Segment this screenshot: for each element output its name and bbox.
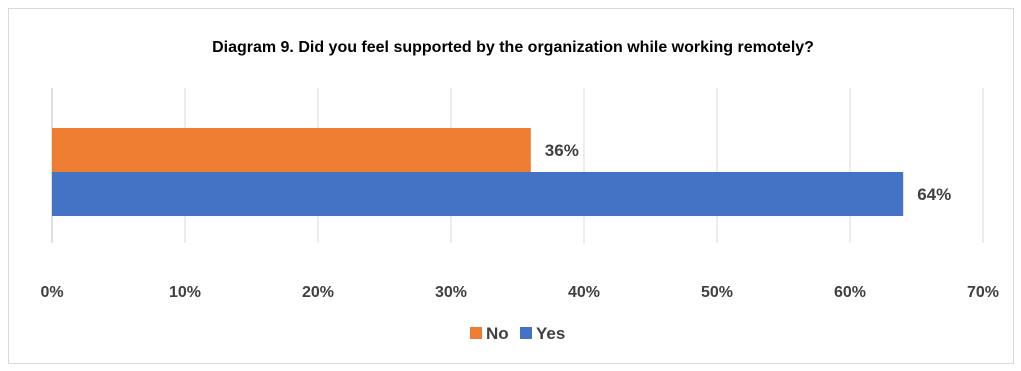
data-label-yes: 64%: [917, 185, 951, 204]
x-tick-label: 30%: [435, 284, 467, 301]
x-tick-label: 70%: [967, 284, 999, 301]
x-tick-label: 20%: [302, 284, 334, 301]
data-label-no: 36%: [545, 141, 579, 160]
x-axis-tick-labels: 0% 10% 20% 30% 40% 50% 60% 70%: [40, 284, 999, 301]
legend-swatch-no: [470, 327, 482, 339]
bars: [52, 128, 904, 216]
x-tick-label: 40%: [568, 284, 600, 301]
bar-no: [52, 128, 531, 172]
gridlines: [184, 88, 984, 243]
x-tick-label: 60%: [834, 284, 866, 301]
x-tick-label: 10%: [169, 284, 201, 301]
legend-label-yes: Yes: [536, 324, 565, 343]
legend: No Yes: [470, 324, 565, 343]
x-tick-label: 0%: [40, 284, 63, 301]
bar-yes: [52, 172, 904, 216]
legend-swatch-yes: [520, 327, 532, 339]
x-tick-label: 50%: [701, 284, 733, 301]
data-labels: 36% 64%: [545, 141, 951, 204]
chart-title: Diagram 9. Did you feel supported by the…: [212, 39, 814, 56]
legend-label-no: No: [486, 324, 509, 343]
